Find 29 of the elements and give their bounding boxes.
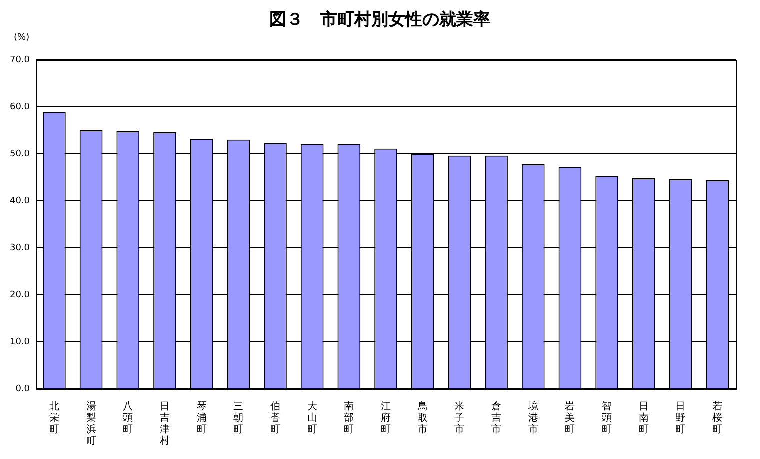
y-tick-label: 20.0 (10, 290, 30, 300)
x-tick-label: 米子市 (454, 400, 465, 436)
x-tick-label: 若桜町 (712, 400, 723, 436)
y-tick-label: 50.0 (10, 149, 30, 160)
y-axis-title: (%) (14, 33, 30, 43)
x-tick-label: 智頭町 (602, 400, 612, 436)
x-tick-label: 日南町 (638, 401, 649, 436)
x-tick-label: 大山町 (307, 400, 318, 436)
x-tick-label: 江府町 (381, 400, 392, 436)
x-tick-label: 岩美町 (565, 400, 576, 436)
x-tick-label: 三朝町 (234, 401, 244, 436)
y-tick-label: 30.0 (10, 243, 30, 254)
x-tick-label: 日吉津村 (158, 401, 170, 447)
x-tick-label: 伯耆町 (270, 400, 280, 436)
x-tick-label: 八頭町 (123, 401, 134, 436)
x-tick-label: 鳥取市 (416, 400, 428, 436)
y-tick-label: 40.0 (10, 196, 30, 206)
x-tick-label: 琴浦町 (196, 401, 207, 436)
x-tick-label: 南部町 (344, 400, 354, 436)
x-tick-label: 北栄町 (49, 400, 60, 436)
x-tick-label: 倉吉市 (492, 400, 502, 436)
chart-title: 図３ 市町村別女性の就業率 (268, 9, 492, 31)
y-tick-label: 70.0 (10, 55, 30, 66)
x-tick-label: 境港市 (527, 400, 538, 436)
x-tick-label: 湯梨浜町 (86, 400, 96, 447)
y-tick-label: 0.0 (16, 384, 30, 394)
y-tick-label: 60.0 (10, 102, 30, 112)
x-tick-label: 日野町 (676, 401, 686, 436)
y-tick-label: 10.0 (10, 337, 30, 348)
